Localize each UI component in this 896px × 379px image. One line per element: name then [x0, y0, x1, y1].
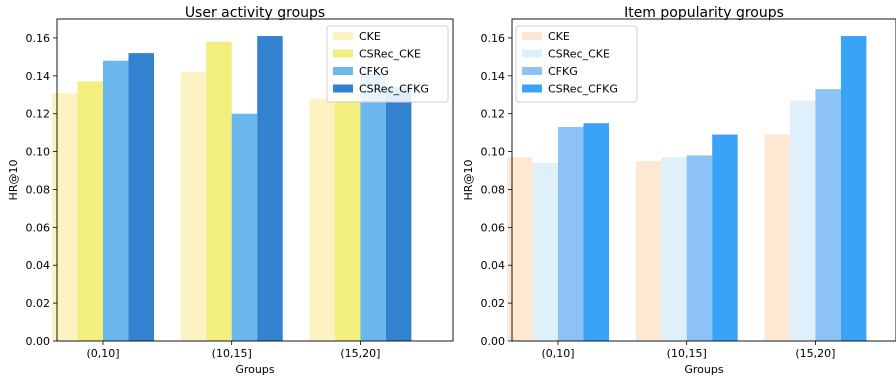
x-tick-label: (10,15] [667, 347, 707, 360]
legend-label: CFKG [359, 65, 389, 78]
bar-cfkg-3 [815, 89, 841, 341]
y-tick-label: 0.02 [26, 297, 51, 310]
y-tick-label: 0.06 [26, 221, 51, 234]
legend: CKE CSRec_CKE CFKG CSRec_CFKG [326, 25, 449, 103]
legend-swatch [522, 32, 542, 40]
legend-label: CSRec_CKE [359, 48, 421, 61]
bar-cfkg-2 [231, 113, 258, 342]
legend-swatch [333, 32, 353, 40]
bar-csrec-cke-2 [206, 41, 232, 342]
y-tick-label: 0.02 [481, 297, 506, 310]
y-tick-label: 0.00 [481, 335, 506, 348]
y-tick-label: 0.04 [481, 259, 506, 272]
x-tick-label: (15,20] [340, 347, 380, 360]
bar-cke-3 [309, 98, 335, 341]
bar-cke-2 [180, 72, 207, 342]
y-tick-label: 0.12 [26, 108, 51, 121]
y-tick-label: 0.10 [26, 146, 51, 159]
y-tick-label: 0.14 [481, 70, 506, 83]
y-axis-label: HR@10 [462, 160, 475, 201]
legend-swatch [522, 49, 542, 58]
legend-box [515, 25, 638, 103]
y-tick-label: 0.10 [481, 146, 506, 159]
legend-swatch [333, 67, 353, 75]
legend-swatch [333, 84, 353, 93]
bar-csrec-cfkg-1 [128, 53, 154, 341]
x-tick-label: (10,15] [212, 347, 252, 360]
bar-cfkg-2 [686, 155, 713, 341]
bar-csrec-cke-3 [789, 100, 816, 342]
y-tick-label: 0.16 [481, 32, 506, 45]
bar-cke-1 [507, 157, 533, 341]
y-tick-label: 0.14 [26, 70, 51, 83]
legend-label: CSRec_CFKG [548, 83, 618, 96]
y-tick-label: 0.12 [481, 108, 506, 121]
chart-title: User activity groups [185, 5, 325, 21]
bar-csrec-cfkg-2 [712, 134, 738, 341]
chart-panel-2: 0.00 0.02 0.04 0.06 0.08 0.10 0.12 0.14 0.16 (0,1… [462, 5, 896, 376]
bar-csrec-cfkg-3 [840, 36, 867, 341]
chart-title: Item popularity groups [624, 5, 784, 21]
bar-cke-3 [764, 134, 790, 341]
bar-csrec-cke-1 [532, 162, 558, 341]
legend-swatch [333, 49, 353, 58]
y-axis-label: HR@10 [7, 160, 20, 201]
legend-label: CKE [548, 30, 570, 43]
legend-box [326, 25, 449, 103]
legend-swatch [522, 84, 542, 93]
legend-label: CFKG [548, 65, 578, 78]
bar-cke-2 [635, 161, 662, 341]
y-tick-label: 0.16 [26, 32, 51, 45]
x-tick-label: (15,20] [795, 347, 835, 360]
bar-csrec-cfkg-3 [385, 87, 412, 341]
y-tick-label: 0.08 [26, 183, 51, 196]
y-tick-label: 0.04 [26, 259, 51, 272]
plot-frame [511, 18, 896, 342]
bar-csrec-cke-1 [77, 81, 103, 341]
chart-panel-1: 0.00 0.02 0.04 0.06 0.08 0.10 0.12 0.14 0.16 (0,1… [7, 5, 454, 376]
y-tick-label: 0.00 [26, 335, 51, 348]
bar-cfkg-1 [103, 60, 129, 341]
y-tick-label: 0.06 [481, 221, 506, 234]
legend: CKE CSRec_CKE CFKG CSRec_CFKG [515, 25, 638, 103]
x-axis-label: Groups [235, 363, 274, 376]
x-tick-label: (0,10] [541, 347, 574, 360]
bar-cfkg-3 [360, 73, 386, 341]
x-axis-label: Groups [684, 363, 723, 376]
bar-csrec-cfkg-2 [257, 36, 283, 341]
bar-cfkg-1 [558, 126, 584, 341]
x-tick-label: (0,10] [86, 347, 119, 360]
bar-csrec-cke-3 [334, 87, 361, 341]
legend-label: CSRec_CKE [548, 48, 610, 61]
bar-cke-1 [52, 92, 78, 341]
bar-csrec-cke-2 [661, 157, 687, 341]
bar-csrec-cfkg-1 [583, 123, 609, 341]
legend-swatch [522, 67, 542, 75]
legend-label: CSRec_CFKG [359, 83, 429, 96]
y-tick-label: 0.08 [481, 183, 506, 196]
plot-frame [56, 18, 454, 342]
legend-label: CKE [359, 30, 381, 43]
